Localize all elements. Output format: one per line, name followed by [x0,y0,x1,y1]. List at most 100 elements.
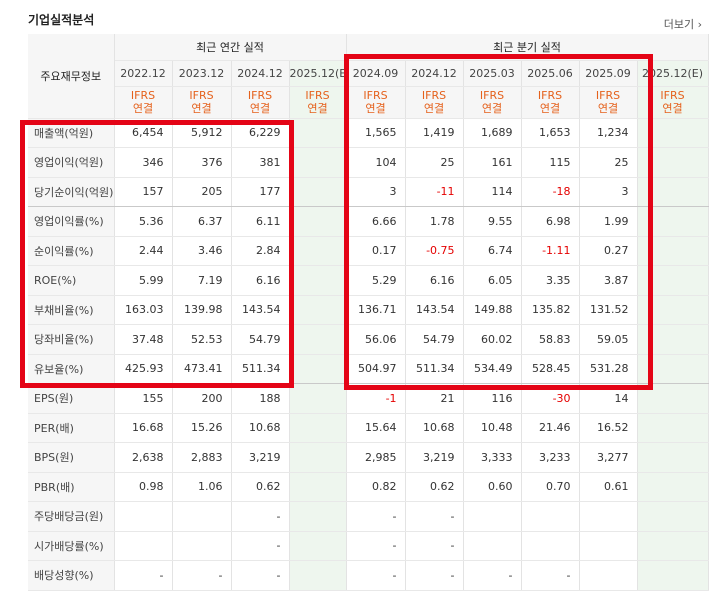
more-link[interactable]: 더보기 › [663,18,702,31]
table-cell: - [231,531,290,561]
table-cell: 6.16 [405,265,464,296]
table-cell: 6,229 [231,118,290,148]
table-cell [289,236,347,266]
quarter-group-header: 최근 분기 실적 [346,34,709,61]
table-row: 매출액(억원) 6,454 5,912 6,229 1,565 1,419 1,689 1,6… [28,118,709,148]
period-header: 2025.03 [463,60,522,87]
table-row: 배당성향(%) - - - - - - - [28,560,709,591]
table-cell: 205 [172,177,232,207]
table-cell: 0.61 [579,472,638,502]
table-cell: 136.71 [346,295,406,325]
table-cell [579,501,638,532]
table-cell: - [405,560,464,591]
table-cell: 1,234 [579,118,638,148]
table-cell: 188 [231,383,290,414]
table-cell: 3.35 [521,265,580,296]
table-cell: 0.70 [521,472,580,502]
table-cell: 21 [405,383,464,414]
table-cell: 104 [346,147,406,178]
ifrs-line2: 연결 [191,102,212,115]
ifrs-label: IFRS 연결 [231,86,290,119]
table-cell: - [346,531,406,561]
row-label: 영업이익률(%) [28,206,115,237]
row-label: 유보율(%) [28,354,115,384]
table-cell: 52.53 [172,324,232,355]
table-cell: - [463,560,522,591]
table-cell: 54.79 [405,324,464,355]
table-cell: 1.06 [172,472,232,502]
table-cell: 56.06 [346,324,406,355]
table-cell: 511.34 [231,354,290,384]
table-cell: 531.28 [579,354,638,384]
table-cell [637,147,709,178]
table-cell: 6.37 [172,206,232,237]
row-label: 매출액(억원) [28,118,115,148]
more-link-label: 더보기 [663,18,695,31]
ifrs-line1: IFRS [660,89,685,102]
table-cell: 5.29 [346,265,406,296]
table-cell: 2,985 [346,442,406,473]
table-cell [637,501,709,532]
annual-group-header: 최근 연간 실적 [114,34,347,61]
table-cell: 1.99 [579,206,638,237]
ifrs-line1: IFRS [421,89,447,102]
ifrs-line1: IFRS [247,89,273,102]
table-cell: 5.99 [114,265,173,296]
table-cell: - [346,501,406,532]
row-label: 부채비율(%) [28,295,115,325]
table-cell: 10.68 [231,413,290,443]
table-cell [637,531,709,561]
table-cell: 3,219 [231,442,290,473]
table-cell: 511.34 [405,354,464,384]
table-cell [579,531,638,561]
table-cell [637,236,709,266]
table-cell: 21.46 [521,413,580,443]
ifrs-line2: 연결 [249,102,271,115]
table-cell: 381 [231,147,290,178]
table-cell: -30 [521,383,580,414]
table-cell: 425.93 [114,354,173,384]
period-header: 2022.12 [114,60,173,87]
table-row: PER(배) 16.68 15.26 10.68 15.64 10.68 10.48 21.4… [28,413,709,443]
row-label: 영업이익(억원) [28,147,115,178]
table-cell: 143.54 [231,295,290,325]
ifrs-label: IFRS 연결 [172,86,232,119]
table-cell: 3.46 [172,236,232,266]
table-row: 영업이익률(%) 5.36 6.37 6.11 6.66 1.78 9.55 6.98 1.99 [28,206,709,237]
table-cell: 0.60 [463,472,522,502]
table-cell: 10.48 [463,413,522,443]
period-header: 2024.12 [231,60,290,87]
row-label: PBR(배) [28,472,115,502]
table-cell [637,442,709,473]
ifrs-label: IFRS 연결 [346,86,406,119]
ifrs-line2: 연결 [365,102,386,115]
row-label: 시가배당률(%) [28,531,115,561]
table-cell [637,177,709,207]
table-cell [637,265,709,296]
table-cell: - [172,560,232,591]
table-cell [463,531,522,561]
table-cell: 58.83 [521,324,580,355]
table-cell: 115 [521,147,580,178]
table-cell: 0.62 [231,472,290,502]
ifrs-label: IFRS 연결 [521,86,580,119]
table-cell: 5.36 [114,206,173,237]
table-cell: 25 [405,147,464,178]
table-cell [289,324,347,355]
table-cell: 504.97 [346,354,406,384]
table-cell [289,354,347,384]
row-label: ROE(%) [28,265,115,296]
table-cell [637,413,709,443]
period-header: 2024.12 [405,60,464,87]
table-cell [521,501,580,532]
table-row: 순이익률(%) 2.44 3.46 2.84 0.17 -0.75 6.74 -1.11 0.2… [28,236,709,266]
table-cell: 534.49 [463,354,522,384]
table-row: 주당배당금(원) - - - [28,501,709,532]
table-cell: 6.74 [463,236,522,266]
table-row: PBR(배) 0.98 1.06 0.62 0.82 0.62 0.60 0.70 0.61 [28,472,709,502]
table-row: 시가배당률(%) - - - [28,531,709,561]
period-header: 2025.12(E) [637,60,709,87]
table-cell: 6.05 [463,265,522,296]
period-header: 2025.12(E) [289,60,347,87]
table-row: 당좌비율(%) 37.48 52.53 54.79 56.06 54.79 60.02 58.… [28,324,709,355]
